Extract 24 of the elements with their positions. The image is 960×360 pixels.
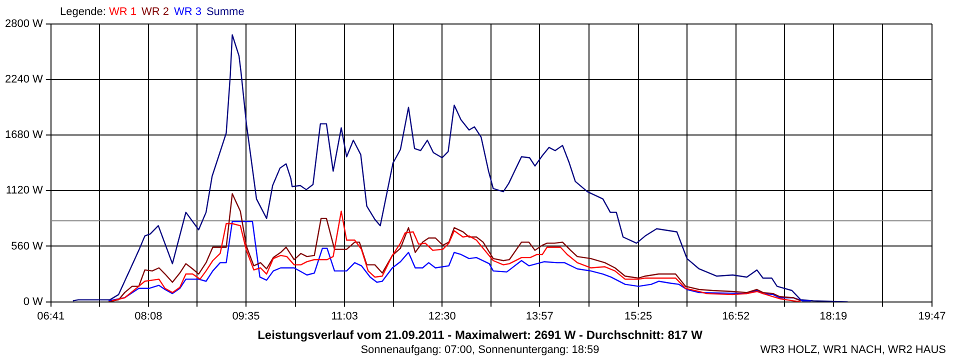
- text: WR 3: [174, 6, 202, 18]
- x-tick-label: 18:19: [820, 310, 848, 322]
- x-tick-label: 12:30: [428, 310, 456, 322]
- x-tick-label: 13:57: [526, 310, 554, 322]
- legend-title: Legende:: [60, 6, 107, 18]
- text: Sonnenaufgang: 07:00, Sonnenuntergang: 18:59: [360, 344, 600, 356]
- y-tick-label: 1680 W: [4, 129, 44, 142]
- y-tick-label: 560 W: [11, 240, 44, 252]
- y-tick-label: 0 W: [23, 296, 44, 308]
- y-tick-label: 2240 W: [4, 74, 44, 86]
- x-tick-label: 09:35: [232, 310, 260, 322]
- text: Leistungsverlauf vom 21.09.2011 - Maximalwert: 2691 W - Durchschnitt: 817 W: [256, 328, 704, 342]
- text: WR3 HOLZ, WR1 NACH, WR2 HAUS: [760, 344, 946, 356]
- series-label: Summe: [206, 6, 244, 18]
- text: WR 2: [141, 6, 169, 18]
- x-tick-label: 11:03: [331, 310, 358, 322]
- x-tick-label: 08:08: [134, 310, 162, 322]
- x-tick-label: 15:25: [624, 310, 652, 322]
- x-tick-label: 19:47: [918, 310, 946, 322]
- y-tick-label: 1120 W: [6, 184, 44, 197]
- y-tick-label: 2800 W: [4, 18, 44, 30]
- text: WR 1: [108, 6, 136, 18]
- x-tick-label: 16:52: [722, 310, 750, 322]
- x-tick-label: 06:41: [37, 310, 65, 322]
